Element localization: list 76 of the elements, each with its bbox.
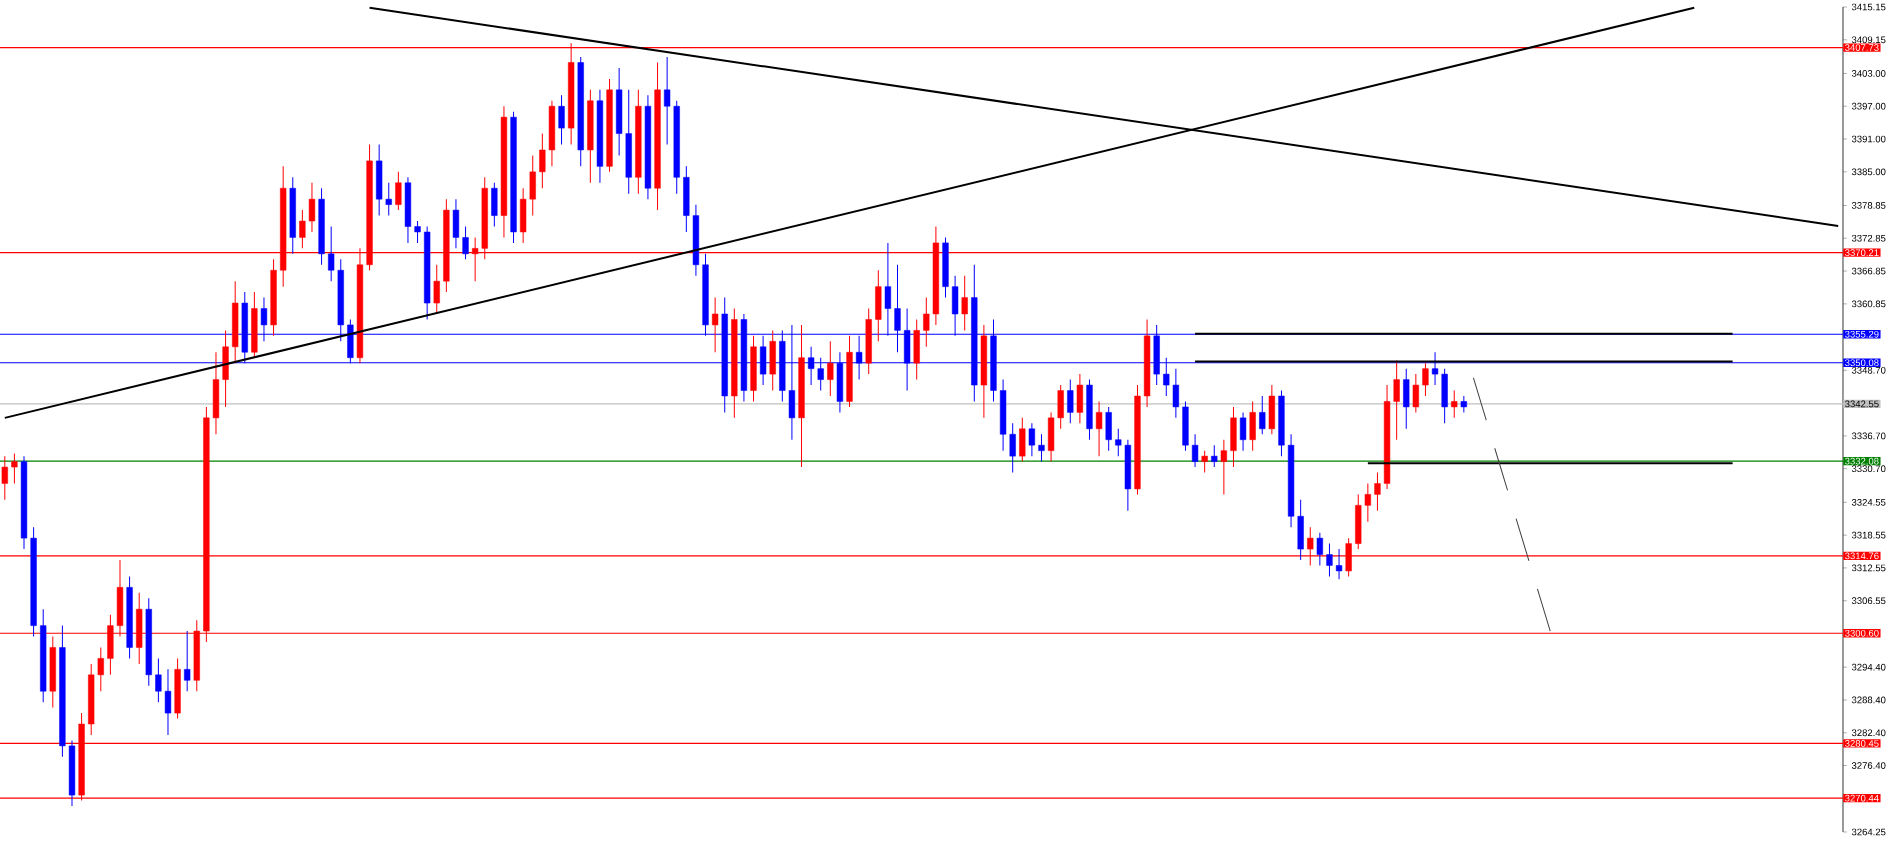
y-tick-label: 3336.70 bbox=[1851, 432, 1886, 440]
y-tick-label: 3294.40 bbox=[1851, 663, 1886, 671]
y-tick-label: 3348.70 bbox=[1851, 366, 1886, 374]
candlestick bbox=[1220, 439, 1227, 495]
candlestick bbox=[414, 220, 421, 244]
candlestick bbox=[462, 226, 469, 260]
candlestick bbox=[155, 657, 162, 703]
candlestick bbox=[11, 452, 18, 484]
candlestick bbox=[1239, 411, 1247, 452]
ref-line-label: 3370.21 bbox=[1845, 249, 1879, 257]
candlestick bbox=[385, 182, 392, 217]
y-tick-label: 3264.25 bbox=[1851, 828, 1886, 836]
ref-line-label: 3270.44 bbox=[1845, 794, 1879, 802]
ref-line-label: 3350.08 bbox=[1845, 359, 1879, 367]
y-tick-label: 3397.00 bbox=[1851, 102, 1886, 110]
candlestick bbox=[923, 297, 930, 348]
candlestick bbox=[1038, 433, 1045, 463]
y-tick-label: 3372.85 bbox=[1851, 234, 1886, 242]
candlestick bbox=[184, 630, 191, 692]
y-tick-label: 3288.40 bbox=[1851, 696, 1886, 704]
candlestick bbox=[1172, 368, 1179, 419]
candlestick bbox=[1191, 433, 1199, 468]
ref-line-label: 3332.08 bbox=[1845, 457, 1879, 465]
candlestick bbox=[1201, 450, 1208, 474]
candlestick bbox=[1211, 444, 1218, 468]
y-tick-label: 3378.85 bbox=[1851, 202, 1886, 209]
candlestick bbox=[558, 94, 565, 145]
y-tick-label: 3324.55 bbox=[1851, 498, 1886, 506]
candlestick bbox=[664, 56, 671, 145]
y-tick-label: 3330.70 bbox=[1851, 465, 1886, 473]
candlestick bbox=[539, 133, 546, 189]
y-tick-label: 3391.00 bbox=[1851, 135, 1886, 143]
candlestick bbox=[328, 226, 335, 282]
y-tick-label: 3409.15 bbox=[1851, 36, 1886, 44]
y-tick-label: 3415.15 bbox=[1851, 3, 1886, 11]
candlestick bbox=[299, 209, 306, 249]
candlestick bbox=[1364, 482, 1371, 523]
candlestick bbox=[1393, 359, 1400, 441]
ref-line-label: 3407.73 bbox=[1845, 44, 1879, 51]
candlestick bbox=[711, 297, 719, 353]
candlestick bbox=[1374, 472, 1381, 512]
y-tick-label: 3385.00 bbox=[1851, 168, 1886, 176]
candlestick bbox=[1316, 532, 1323, 566]
candlestick bbox=[97, 646, 104, 692]
y-tick-label: 3276.40 bbox=[1851, 762, 1886, 769]
y-tick-label: 3360.85 bbox=[1851, 300, 1886, 308]
candlestick bbox=[1095, 400, 1103, 457]
ref-line-label: 3280.45 bbox=[1845, 740, 1879, 747]
candlestick bbox=[433, 264, 440, 315]
ref-line-label: 3314.76 bbox=[1845, 552, 1879, 560]
candlestick bbox=[827, 340, 834, 397]
candlestick bbox=[1009, 422, 1016, 474]
y-tick-label: 3366.85 bbox=[1851, 267, 1886, 275]
candlestick bbox=[1067, 379, 1074, 424]
y-tick-label: 3312.55 bbox=[1851, 564, 1886, 572]
ref-line-label: 3342.55 bbox=[1845, 400, 1879, 408]
ref-line-label: 3355.29 bbox=[1845, 330, 1879, 338]
candlestick bbox=[1326, 543, 1333, 577]
candlestick bbox=[1422, 362, 1429, 397]
candlestick bbox=[308, 182, 316, 233]
candlestick bbox=[961, 275, 968, 331]
ref-line-label: 3300.60 bbox=[1845, 629, 1879, 637]
y-tick-label: 3403.00 bbox=[1851, 70, 1886, 77]
y-tick-label: 3306.55 bbox=[1851, 597, 1886, 605]
candlestick bbox=[395, 171, 402, 211]
candlestick bbox=[1259, 395, 1266, 435]
candlestick bbox=[1412, 373, 1419, 413]
candlestick bbox=[1451, 390, 1458, 419]
candlestick bbox=[1, 455, 8, 501]
candlestick bbox=[1115, 428, 1122, 457]
candlestick bbox=[1431, 351, 1439, 386]
candlestick bbox=[164, 668, 172, 736]
candlestick bbox=[1335, 548, 1343, 580]
y-tick-label: 3318.55 bbox=[1851, 531, 1886, 539]
candlestick bbox=[1028, 422, 1036, 457]
y-tick-label: 3282.40 bbox=[1851, 729, 1886, 737]
